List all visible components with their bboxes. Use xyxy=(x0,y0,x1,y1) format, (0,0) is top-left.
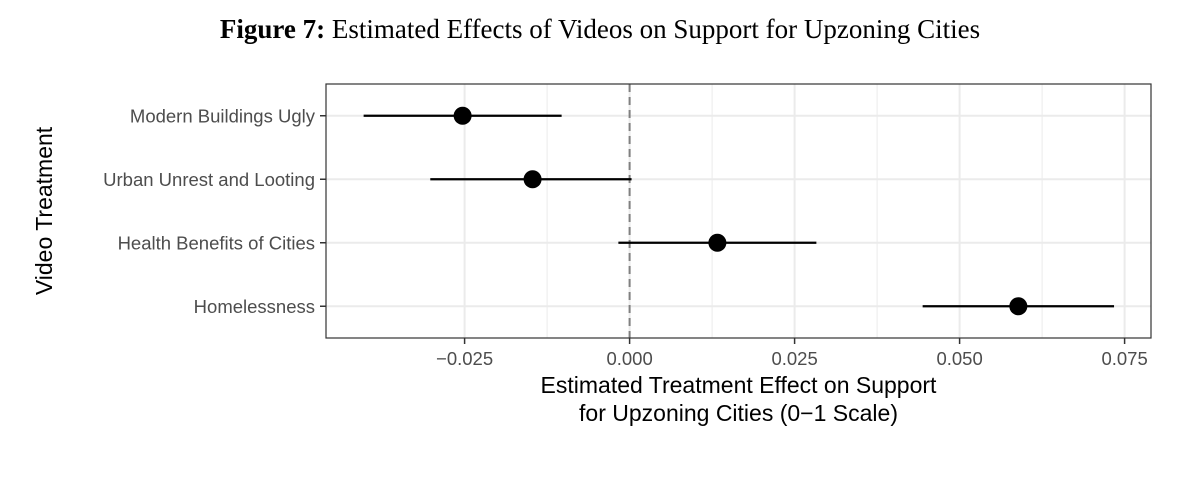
y-tick-label: Urban Unrest and Looting xyxy=(103,169,315,190)
point-estimate xyxy=(1009,297,1028,316)
y-axis-title: Video Treatment xyxy=(31,126,57,295)
x-axis-title-line: for Upzoning Cities (0−1 Scale) xyxy=(579,400,898,426)
x-axis-title: Estimated Treatment Effect on Support for… xyxy=(541,372,938,426)
panel-border xyxy=(325,83,1152,339)
axis-layer: Modern Buildings Ugly Urban Unrest and Lo… xyxy=(103,105,1148,369)
point-estimate xyxy=(453,106,472,125)
caption-text: Estimated Effects of Videos on Support f… xyxy=(331,14,981,44)
caption-label: Figure 7: xyxy=(219,14,326,44)
grid-layer xyxy=(326,84,1151,338)
x-tick-label: 0.050 xyxy=(936,348,982,369)
y-tick-label: Modern Buildings Ugly xyxy=(130,105,316,126)
x-axis-title-line: Estimated Treatment Effect on Support xyxy=(541,372,938,398)
figure-caption: Figure 7: Estimated Effects of Videos on… xyxy=(0,14,1200,45)
x-tick-label: 0.075 xyxy=(1101,348,1147,369)
x-tick-label: 0.025 xyxy=(771,348,817,369)
marks-layer xyxy=(363,106,1115,316)
x-tick-label: 0.000 xyxy=(606,348,652,369)
point-estimate xyxy=(523,170,542,189)
y-tick-label: Homelessness xyxy=(194,296,315,317)
x-tick-label: −0.025 xyxy=(436,348,493,369)
point-estimate xyxy=(708,233,727,252)
y-tick-label: Health Benefits of Cities xyxy=(118,232,315,253)
